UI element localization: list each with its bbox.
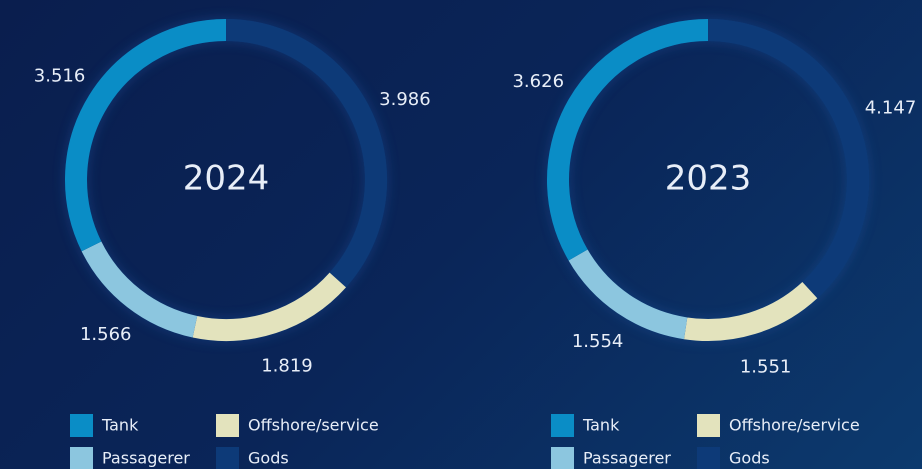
donut-segment: [192, 272, 347, 341]
legend-swatch: [551, 414, 574, 437]
legend-swatch: [216, 414, 239, 437]
donut-segment: [707, 19, 869, 299]
legend-swatch: [697, 447, 720, 469]
legend-label: Offshore/service: [729, 416, 860, 435]
legend-label: Gods: [248, 449, 289, 468]
donut-segment: [547, 19, 709, 261]
value-label: 1.819: [261, 355, 313, 376]
value-label: 3.986: [379, 89, 431, 110]
legend-label: Tank: [101, 416, 139, 435]
center-title: 2024: [183, 159, 270, 199]
donut-segment: [81, 241, 198, 338]
legend-label: Passagerer: [583, 449, 671, 468]
value-label: 1.551: [740, 356, 792, 377]
center-title: 2023: [665, 159, 752, 199]
legend-swatch: [70, 447, 93, 469]
legend-swatch: [70, 414, 93, 437]
donut-segment: [568, 249, 688, 340]
legend-label: Gods: [729, 449, 770, 468]
donut-segment: [684, 281, 818, 341]
legend-label: Passagerer: [102, 449, 190, 468]
legend-swatch: [551, 447, 574, 469]
legend-swatch: [216, 447, 239, 469]
donut-segment: [65, 19, 227, 252]
legend-label: Offshore/service: [248, 416, 379, 435]
value-label: 4.147: [865, 98, 917, 119]
value-label: 3.516: [34, 66, 86, 87]
legend-label: Tank: [582, 416, 620, 435]
value-label: 1.566: [80, 324, 132, 345]
legend-swatch: [697, 414, 720, 437]
donut-segment: [225, 19, 387, 288]
value-label: 3.626: [512, 71, 564, 92]
value-label: 1.554: [572, 331, 624, 352]
